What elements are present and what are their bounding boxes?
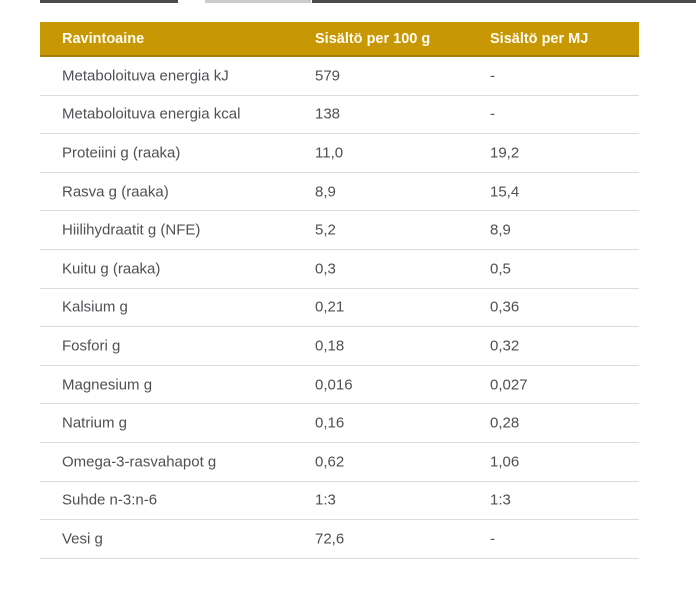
table-row: Fosfori g 0,18 0,32 <box>40 327 639 366</box>
cell-per-mj: 8,9 <box>490 221 511 239</box>
cell-per-mj: - <box>490 105 495 123</box>
table-row: Natrium g 0,16 0,28 <box>40 404 639 443</box>
cell-nutrient: Kalsium g <box>62 298 128 316</box>
cell-nutrient: Metaboloituva energia kcal <box>62 105 241 123</box>
cell-per-mj: 0,32 <box>490 337 520 355</box>
cell-per-mj: 0,5 <box>490 260 511 278</box>
table-row: Kalsium g 0,21 0,36 <box>40 288 639 328</box>
tab-underline-right <box>312 0 696 3</box>
cell-per-mj: 1:3 <box>490 491 511 509</box>
cell-nutrient: Proteiini g (raaka) <box>62 144 181 162</box>
table-row: Kuitu g (raaka) 0,3 0,5 <box>40 249 639 289</box>
cell-per-100g: 0,16 <box>315 414 345 432</box>
cell-nutrient: Natrium g <box>62 414 128 432</box>
cell-nutrient: Suhde n-3:n-6 <box>62 491 158 509</box>
table-row: Proteiini g (raaka) 11,0 19,2 <box>40 134 639 173</box>
cell-per-100g: 72,6 <box>315 530 345 548</box>
cell-per-100g: 0,3 <box>315 260 336 278</box>
header-per-100g: Sisältö per 100 g <box>315 30 431 47</box>
cell-nutrient: Vesi g <box>62 530 103 548</box>
header-nutrient: Ravintoaine <box>62 30 145 47</box>
cell-per-100g: 0,18 <box>315 337 345 355</box>
table-row: Metaboloituva energia kcal 138 - <box>40 95 639 135</box>
cell-per-mj: 1,06 <box>490 453 520 471</box>
cell-per-100g: 0,21 <box>315 298 345 316</box>
cell-per-100g: 138 <box>315 105 341 123</box>
cell-per-mj: - <box>490 530 495 548</box>
cell-per-100g: 8,9 <box>315 183 336 201</box>
nutrition-table: Ravintoaine Sisältö per 100 g Sisältö pe… <box>40 22 639 559</box>
cell-per-100g: 1:3 <box>315 491 336 509</box>
table-header-row: Ravintoaine Sisältö per 100 g Sisältö pe… <box>40 22 639 57</box>
cell-per-100g: 0,016 <box>315 376 353 394</box>
cell-nutrient: Hiilihydraatit g (NFE) <box>62 221 201 239</box>
table-body: Metaboloituva energia kJ 579 - Metaboloi… <box>40 57 639 559</box>
cell-per-100g: 0,62 <box>315 453 345 471</box>
cell-nutrient: Rasva g (raaka) <box>62 183 169 201</box>
cell-nutrient: Magnesium g <box>62 376 153 394</box>
tab-underline-middle <box>205 0 311 3</box>
table-row: Suhde n-3:n-6 1:3 1:3 <box>40 481 639 521</box>
table-row: Omega-3-rasvahapot g 0,62 1,06 <box>40 442 639 482</box>
table-row: Metaboloituva energia kJ 579 - <box>40 57 639 96</box>
cell-per-mj: - <box>490 67 495 85</box>
table-row: Rasva g (raaka) 8,9 15,4 <box>40 172 639 212</box>
cell-per-mj: 0,28 <box>490 414 520 432</box>
cell-nutrient: Fosfori g <box>62 337 121 355</box>
cell-nutrient: Metaboloituva energia kJ <box>62 67 229 85</box>
header-per-mj: Sisältö per MJ <box>490 30 589 47</box>
table-row: Magnesium g 0,016 0,027 <box>40 365 639 405</box>
cell-per-100g: 11,0 <box>315 144 344 162</box>
table-row: Vesi g 72,6 - <box>40 520 639 559</box>
cell-per-100g: 579 <box>315 67 341 85</box>
cell-per-mj: 15,4 <box>490 183 520 201</box>
table-row: Hiilihydraatit g (NFE) 5,2 8,9 <box>40 211 639 250</box>
cell-per-mj: 0,027 <box>490 376 528 394</box>
cell-nutrient: Kuitu g (raaka) <box>62 260 161 278</box>
cell-per-mj: 19,2 <box>490 144 520 162</box>
tab-underline-left <box>40 0 178 3</box>
cell-per-100g: 5,2 <box>315 221 336 239</box>
cell-nutrient: Omega-3-rasvahapot g <box>62 453 217 471</box>
cell-per-mj: 0,36 <box>490 298 520 316</box>
